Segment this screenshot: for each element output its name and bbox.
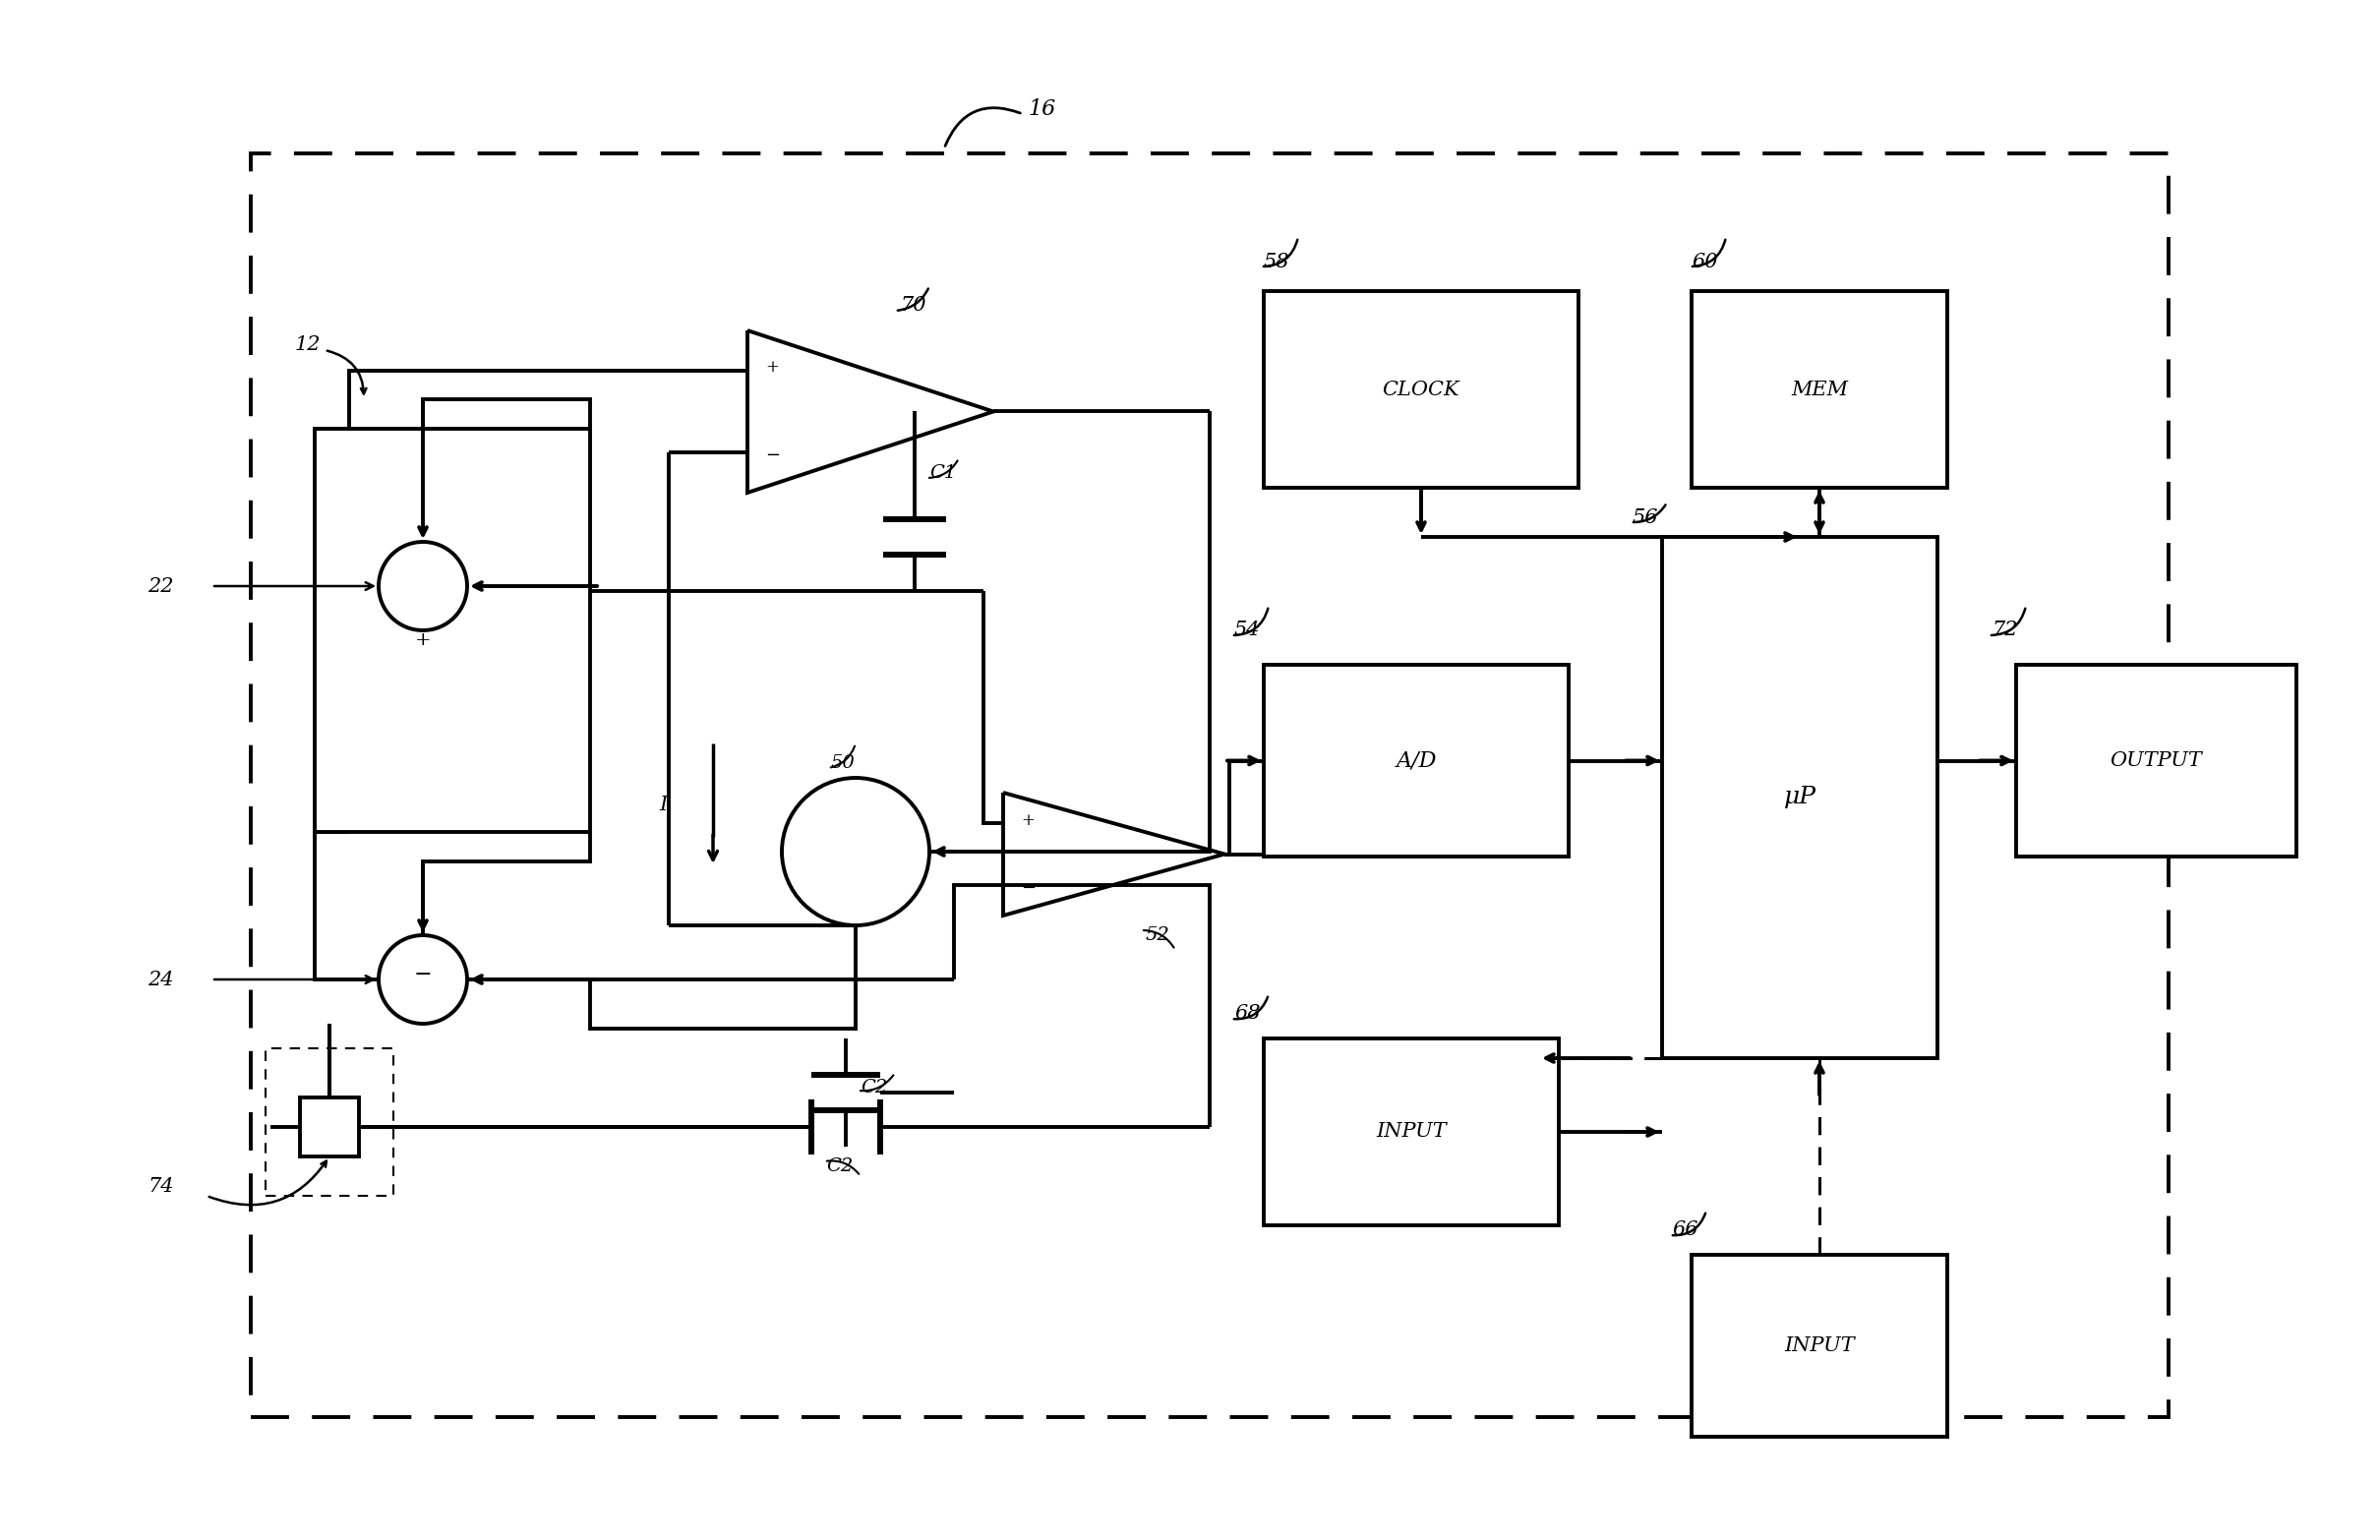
Text: INPUT: INPUT (1376, 1123, 1447, 1141)
Bar (1264, 291, 1578, 488)
Text: 58: 58 (1264, 253, 1290, 271)
Text: −: − (764, 447, 781, 464)
Bar (300, 1098, 359, 1157)
Bar (1264, 1038, 1559, 1226)
Text: 54: 54 (1235, 621, 1261, 639)
Text: 50: 50 (831, 755, 854, 772)
Text: 16: 16 (1028, 99, 1054, 120)
Bar (1692, 1255, 1947, 1437)
Text: C2: C2 (826, 1158, 852, 1175)
Text: I: I (659, 796, 666, 815)
Text: MEM: MEM (1790, 380, 1847, 399)
Text: 66: 66 (1671, 1221, 1697, 1240)
Text: 22: 22 (148, 578, 174, 596)
Text: +: + (1021, 812, 1035, 829)
Text: 24: 24 (148, 970, 174, 989)
Bar (250, 154, 2168, 1417)
Text: C1: C1 (928, 464, 957, 482)
Text: +: + (414, 631, 431, 648)
Text: 74: 74 (148, 1177, 174, 1195)
Text: 70: 70 (900, 297, 926, 316)
Bar (1661, 537, 1937, 1058)
Circle shape (783, 778, 928, 926)
Text: 56: 56 (1633, 508, 1659, 527)
Bar (2016, 665, 2297, 856)
Text: 52: 52 (1145, 927, 1171, 944)
Text: μP: μP (1783, 787, 1816, 808)
Text: 68: 68 (1235, 1004, 1261, 1023)
Bar (1692, 291, 1947, 488)
Text: OUTPUT: OUTPUT (2111, 752, 2202, 770)
Text: +: + (764, 359, 778, 376)
Text: 72: 72 (1992, 621, 2018, 639)
Text: A/D: A/D (1395, 750, 1438, 772)
Text: −: − (414, 964, 433, 986)
Bar (267, 1049, 393, 1197)
Text: INPUT: INPUT (1785, 1337, 1854, 1355)
Bar (1264, 665, 1568, 856)
Bar (314, 428, 590, 832)
Circle shape (378, 542, 466, 630)
Text: 12: 12 (295, 336, 321, 354)
Text: CLOCK: CLOCK (1383, 380, 1459, 399)
Text: 60: 60 (1692, 253, 1718, 271)
Circle shape (378, 935, 466, 1024)
Text: −: − (1021, 879, 1035, 896)
Text: C2: C2 (862, 1080, 888, 1096)
